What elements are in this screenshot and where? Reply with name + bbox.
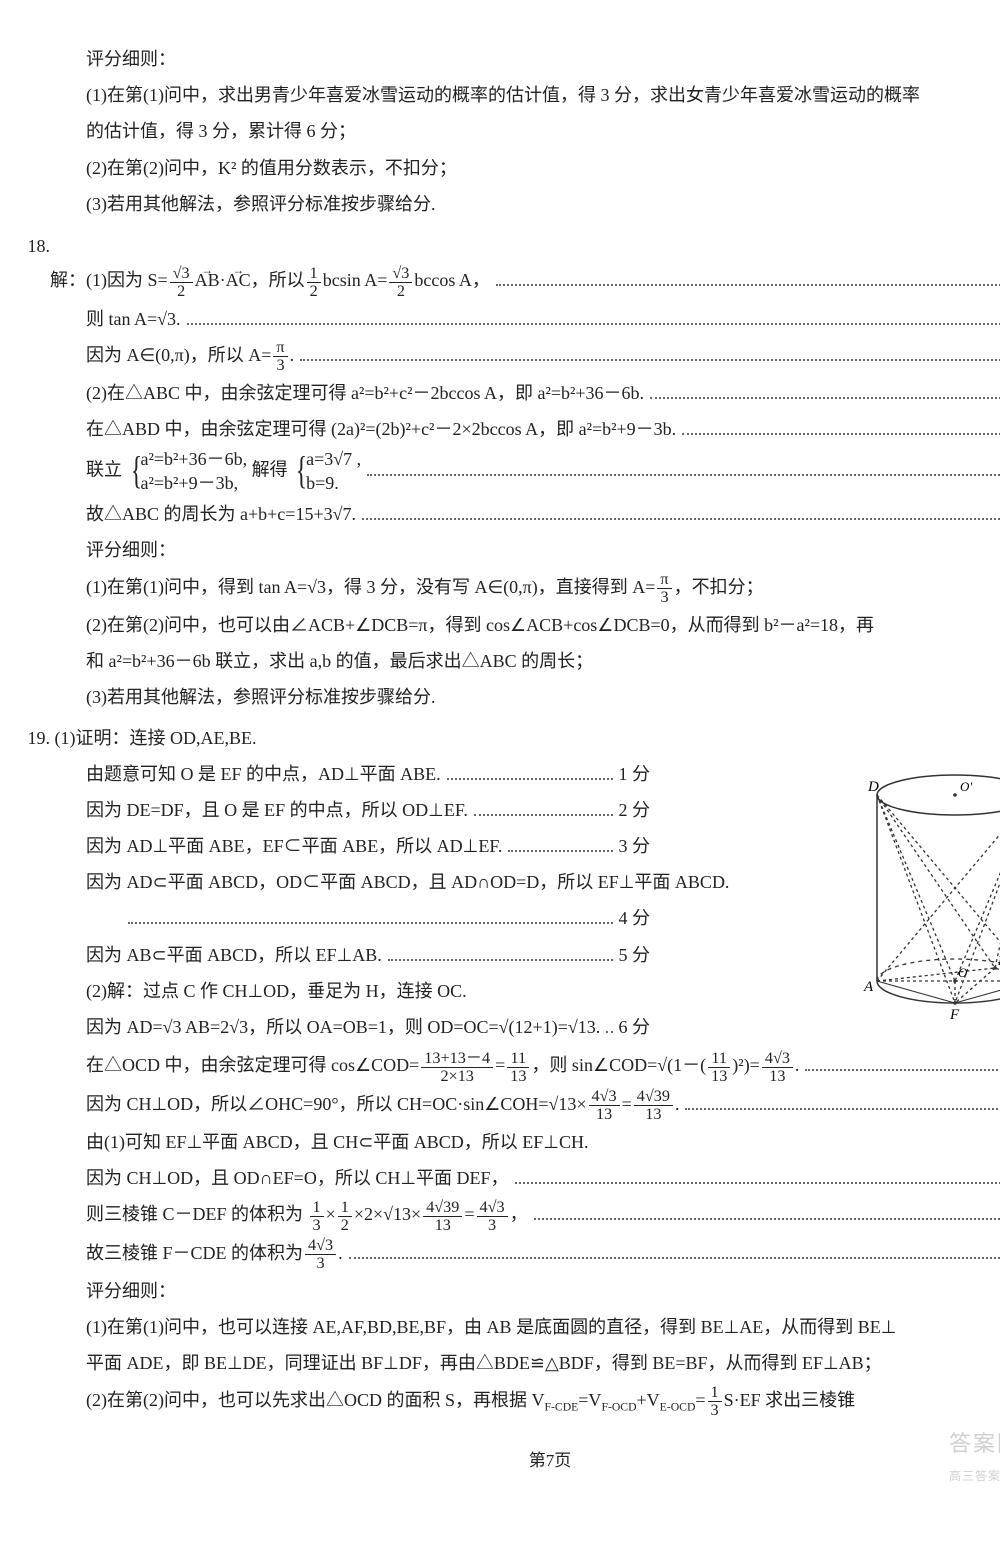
step-text: 故三棱锥 F－CDE 的体积为4√33. <box>86 1236 343 1272</box>
leader-dots <box>447 767 613 780</box>
step-text: (1)证明：连接 OD,AE,BE. <box>55 728 257 748</box>
leader-dots <box>128 912 613 925</box>
rubric-heading: 评分细则： <box>50 1274 1000 1308</box>
step-text: 因为 AD=√3 AB=2√3，所以 OA=OB=1，则 OD=OC=√(12+… <box>86 1010 600 1044</box>
step-text: 因为 CH⊥OD，所以∠OHC=90°，所以 CH=OC·sin∠COH=√13… <box>86 1087 679 1123</box>
rubric-line: 和 a²=b²+36－6b 联立，求出 a,b 的值，最后求出△ABC 的周长； <box>50 644 1000 678</box>
rubric-line: (1)在第(1)问中，也可以连接 AE,AF,BD,BE,BF，由 AB 是底面… <box>50 1310 1000 1344</box>
rubric-line: (2)在第(2)问中，也可以先求出△OCD 的面积 S，再根据 VF-CDE=V… <box>50 1383 1000 1419</box>
svg-text:D: D <box>867 779 879 795</box>
leader-dots <box>515 1171 1000 1184</box>
leader-dots <box>508 839 612 852</box>
rubric-line: (2)在第(2)问中，K² 的值用分数表示，不扣分； <box>50 151 1000 185</box>
question-number: 19. <box>14 721 50 755</box>
score-points: 5 分 <box>619 938 651 972</box>
score-points: 4 分 <box>619 901 651 935</box>
rubric-line: (3)若用其他解法，参照评分标准按步骤给分. <box>50 187 1000 221</box>
step-text: 解：(1)因为 S=√32AB·AC，所以12bcsin A=√32bccos … <box>50 263 490 299</box>
rubric-line: (1)在第(1)问中，得到 tan A=√3，得 3 分，没有写 A∈(0,π)… <box>50 570 1000 606</box>
leader-dots <box>496 273 1000 286</box>
step-text: 联立 a²=b²+36－6b,a²=b²+9－3b, 解得 a=3√7 ,b=9… <box>86 448 361 495</box>
leader-dots <box>606 1020 612 1033</box>
question-number: 18. <box>14 229 50 263</box>
score-points: 6 分 <box>619 1010 651 1044</box>
step-text: 则 tan A=√3. <box>86 302 181 336</box>
step-text: 由题意可知 O 是 EF 的中点，AD⊥平面 ABE. <box>86 757 441 791</box>
leader-dots <box>474 803 613 816</box>
rubric-line: 平面 ADE，即 BE⊥DE，同理证出 BF⊥DF，再由△BDE≌△BDF，得到… <box>50 1346 1000 1380</box>
rubric-heading: 评分细则： <box>50 42 1000 76</box>
page-number: 第7页 <box>50 1445 1000 1477</box>
step-text: 因为 A∈(0,π)，所以 A=π3. <box>86 338 294 374</box>
rubric-line: (3)若用其他解法，参照评分标准按步骤给分. <box>50 680 1000 714</box>
leader-dots <box>685 1097 1000 1110</box>
score-points: 3 分 <box>619 829 651 863</box>
leader-dots <box>388 948 613 961</box>
step-text: 由(1)可知 EF⊥平面 ABCD，且 CH⊂平面 ABCD，所以 EF⊥CH. <box>50 1125 1000 1159</box>
leader-dots <box>367 463 1000 476</box>
step-text: (2)解：过点 C 作 CH⊥OD，垂足为 H，连接 OC. <box>50 974 1000 1008</box>
rubric-heading: 评分细则： <box>50 533 1000 567</box>
score-points: 1 分 <box>619 757 651 791</box>
step-text: 因为 CH⊥OD，且 OD∩EF=O，所以 CH⊥平面 DEF， <box>86 1161 509 1195</box>
rubric-line: (1)在第(1)问中，求出男青少年喜爱冰雪运动的概率的估计值，得 3 分，求出女… <box>50 78 1000 112</box>
step-text: 故△ABC 的周长为 a+b+c=15+3√7. <box>86 497 356 531</box>
step-text: 在△ABD 中，由余弦定理可得 (2a)²=(2b)²+c²－2×2bccos … <box>86 412 676 446</box>
score-points: 2 分 <box>619 793 651 827</box>
svg-text:F: F <box>949 1007 960 1021</box>
leader-dots <box>682 422 1000 435</box>
leader-dots <box>650 386 1000 399</box>
step-text: 因为 AB⊂平面 ABCD，所以 EF⊥AB. <box>86 938 382 972</box>
step-text: 则三棱锥 C－DEF 的体积为 13×12×2×√13×4√3913=4√33， <box>86 1197 528 1233</box>
rubric-line: (2)在第(2)问中，也可以由∠ACB+∠DCB=π，得到 cos∠ACB+co… <box>50 608 1000 642</box>
step-text: 因为 AD⊂平面 ABCD，OD⊂平面 ABCD，且 AD∩OD=D，所以 EF… <box>50 865 1000 899</box>
rubric-line: 的估计值，得 3 分，累计得 6 分； <box>50 114 1000 148</box>
step-text: 因为 AD⊥平面 ABE，EF⊂平面 ABE，所以 AD⊥EF. <box>86 829 502 863</box>
step-text: 在△OCD 中，由余弦定理可得 cos∠COD=13+13－42×13=1113… <box>86 1048 799 1084</box>
leader-dots <box>362 507 1000 520</box>
leader-dots <box>300 348 1000 361</box>
step-text: 因为 DE=DF，且 O 是 EF 的中点，所以 OD⊥EF. <box>86 793 468 827</box>
leader-dots <box>349 1246 1000 1259</box>
leader-dots <box>534 1208 1000 1221</box>
step-text: (2)在△ABC 中，由余弦定理可得 a²=b²+c²－2bccos A，即 a… <box>86 376 644 410</box>
leader-dots <box>187 312 1000 325</box>
leader-dots <box>805 1058 1000 1071</box>
svg-text:O': O' <box>960 779 972 794</box>
